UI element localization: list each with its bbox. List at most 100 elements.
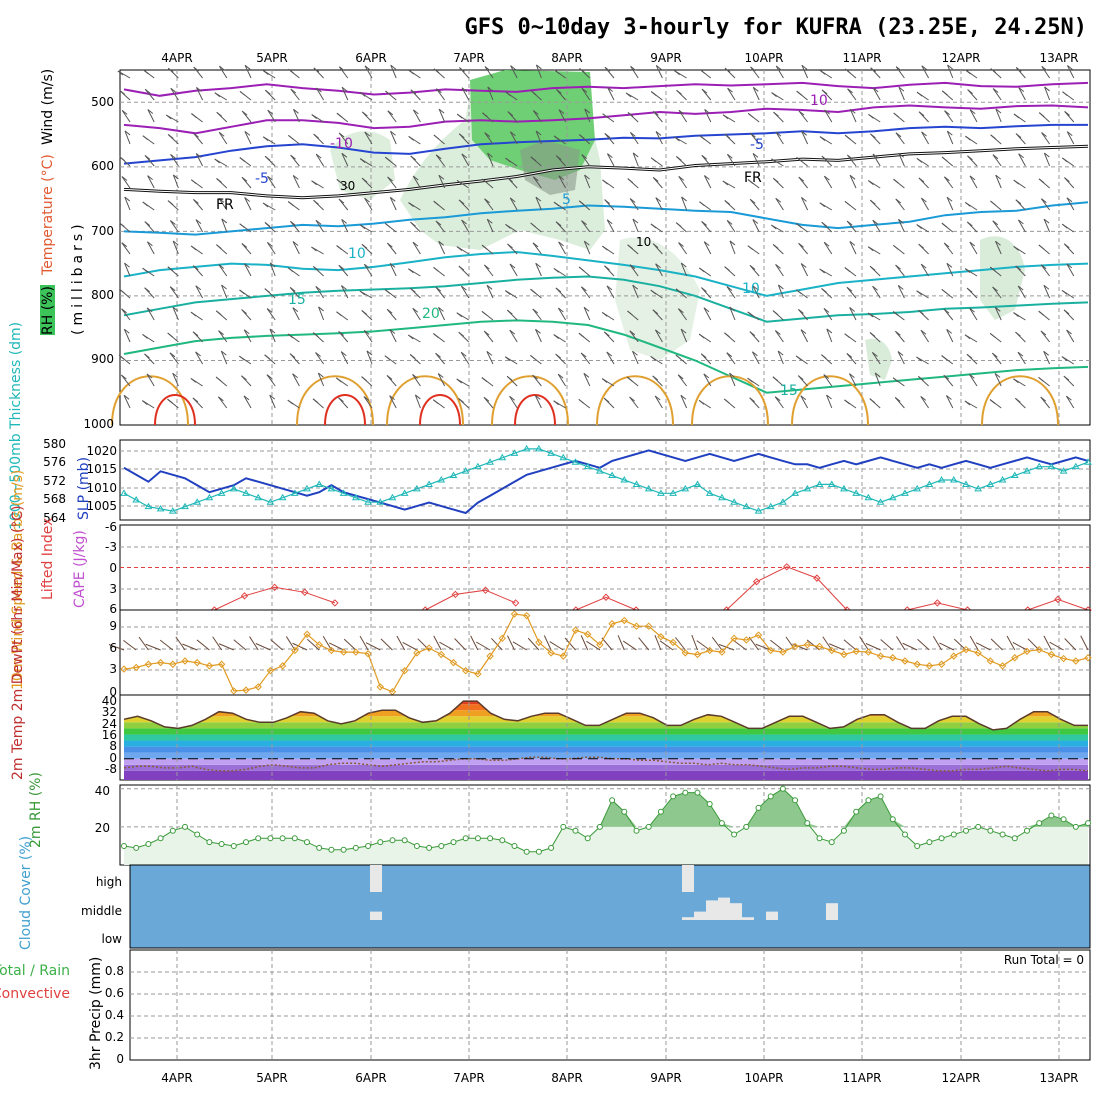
wind-tick-9: 9 <box>109 619 117 633</box>
upper-barb <box>774 330 784 343</box>
upper-barb-flag <box>315 153 322 159</box>
upper-barb-flag <box>674 136 680 142</box>
upper-barb-flag <box>606 219 613 225</box>
upper-barb-flag <box>311 246 317 252</box>
upper-barb-flag <box>821 155 828 161</box>
temp-band-6 <box>124 734 1088 741</box>
upper-barb-flag <box>747 311 754 317</box>
upper-barb <box>315 286 325 299</box>
upper-barb-flag <box>1018 87 1025 93</box>
upper-barb-flag <box>652 375 658 381</box>
upper-barb-flag <box>994 306 1001 312</box>
cloud-middle-bar <box>730 903 742 920</box>
upper-barb-flag <box>1041 66 1048 71</box>
slp-line <box>123 449 1089 515</box>
li-tick-m6: -6 <box>105 520 117 534</box>
thickness-point <box>425 480 433 487</box>
rh2m-point <box>560 823 567 830</box>
ylabel-precip-total: Total / Rain <box>0 963 70 979</box>
upper-barb-flag <box>943 242 950 248</box>
upper-barb-flag <box>458 133 465 139</box>
upper-barb-flag <box>289 287 296 292</box>
upper-barb-flag <box>142 400 148 405</box>
upper-barb-flag <box>872 285 878 291</box>
upper-barb-flag <box>287 399 294 405</box>
upper-barb <box>535 64 542 79</box>
bottom-date-7apr: 7APR <box>453 1071 484 1085</box>
upper-barb-flag <box>532 308 539 314</box>
upper-barb-flag <box>1062 157 1068 163</box>
upper-barb <box>800 329 809 343</box>
upper-barb <box>364 131 373 145</box>
upper-barb-flag <box>990 266 996 272</box>
temp-band-8 <box>124 722 1088 729</box>
upper-barb <box>946 329 954 343</box>
upper-barb-flag <box>191 113 197 118</box>
upper-barb <box>629 198 639 211</box>
surface-barb <box>733 639 747 651</box>
rh2m-point <box>1060 816 1067 823</box>
upper-barb-flag <box>946 196 953 202</box>
upper-barb <box>486 285 494 299</box>
upper-barb-flag <box>678 308 684 314</box>
upper-barb-flag <box>947 130 953 136</box>
temp-band-0 <box>124 770 1088 780</box>
thickness-point <box>571 458 580 465</box>
upper-barb-flag <box>555 353 562 359</box>
thickness-point <box>412 484 421 492</box>
upper-barb <box>509 263 518 277</box>
rh2m-point <box>645 823 652 830</box>
wind10m-point <box>742 636 751 644</box>
upper-barb <box>438 175 446 189</box>
upper-barb-flag <box>722 180 729 186</box>
rh2m-point <box>975 823 982 830</box>
upper-barb-flag <box>461 219 467 225</box>
upper-barb-flag <box>727 87 733 93</box>
upper-barb-flag <box>579 68 585 73</box>
temp-tick-0: 0 <box>109 751 117 765</box>
upper-barb-flag <box>655 329 661 335</box>
surface-barb <box>601 637 613 651</box>
wind10m-point <box>950 652 958 660</box>
wind10m-point <box>571 626 580 634</box>
surface-barb <box>249 636 259 651</box>
upper-barb-flag <box>872 153 879 159</box>
upper-barb-flag <box>486 284 493 290</box>
upper-barb-flag <box>1044 86 1050 92</box>
upper-barb-flag <box>167 200 174 206</box>
warm-contour-9 <box>691 375 769 426</box>
upper-barb-flag <box>826 394 832 400</box>
wind10m-point <box>376 683 384 691</box>
upper-barb-flag <box>432 399 439 405</box>
rh2m-point <box>401 837 408 844</box>
dewpt2m-line <box>123 756 1089 772</box>
upper-barb-flag <box>167 398 173 404</box>
upper-barb-flag <box>338 264 345 270</box>
upper-barb <box>1066 131 1075 145</box>
upper-barb-flag <box>797 375 804 380</box>
surface-barb <box>527 637 540 651</box>
upper-barb <box>363 263 373 277</box>
rh2m-point <box>950 831 957 838</box>
upper-barb <box>846 154 857 167</box>
upper-barb-flag <box>292 175 299 180</box>
upper-barb-flag <box>318 372 324 378</box>
upper-barb-flag <box>897 351 904 356</box>
rh2m-point <box>792 797 799 804</box>
rh2m-point <box>840 827 847 834</box>
upper-barb-flag <box>1038 310 1045 316</box>
thickness-point <box>278 493 287 501</box>
upper-barb <box>798 110 808 123</box>
cloud-high-bar <box>682 865 694 892</box>
rh2m-point <box>511 843 518 849</box>
upper-barb-flag <box>675 354 682 360</box>
upper-barb <box>196 87 204 101</box>
contour-labels: 10 -10 -5 -5 FR FR 5 10 10 15 20 15 30 1… <box>216 93 828 399</box>
upper-barb-flag <box>726 286 733 291</box>
upper-barb-flag <box>632 350 638 356</box>
upper-barb-flag <box>777 350 784 356</box>
slp-series <box>120 444 1092 515</box>
rh2m-point <box>426 844 433 851</box>
upper-barb-flag <box>844 333 850 339</box>
upper-barb-flag <box>967 89 973 94</box>
